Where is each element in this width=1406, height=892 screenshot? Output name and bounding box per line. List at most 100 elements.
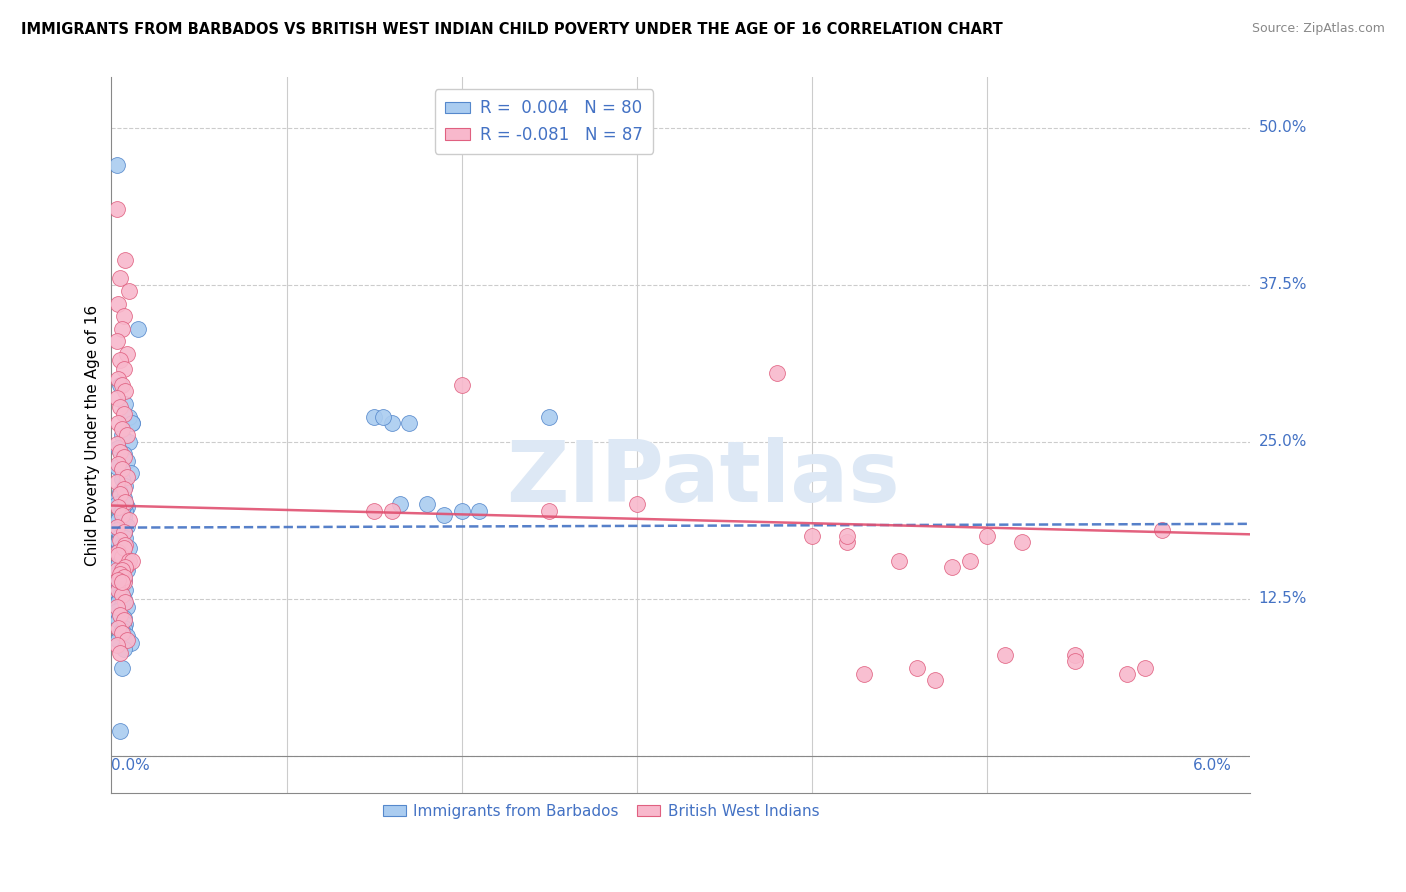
Point — [433, 508, 456, 522]
Point — [114, 595, 136, 609]
Text: 6.0%: 6.0% — [1194, 758, 1232, 773]
Point — [114, 478, 136, 492]
Text: 25.0%: 25.0% — [1258, 434, 1308, 450]
Point — [108, 723, 131, 738]
Point — [924, 673, 946, 688]
Point — [115, 633, 138, 648]
Point — [111, 472, 134, 486]
Point — [107, 512, 129, 526]
Point — [127, 321, 149, 335]
Point — [115, 470, 138, 484]
Point — [371, 409, 394, 424]
Point — [107, 573, 129, 587]
Point — [108, 506, 131, 520]
Point — [114, 397, 136, 411]
Point — [108, 487, 131, 501]
Point — [118, 434, 141, 449]
Point — [111, 508, 134, 522]
Point — [112, 491, 135, 506]
Point — [800, 529, 823, 543]
Point — [112, 450, 135, 464]
Point — [112, 525, 135, 540]
Point — [105, 475, 128, 489]
Point — [107, 372, 129, 386]
Point — [889, 554, 911, 568]
Point — [1116, 667, 1139, 681]
Point — [108, 484, 131, 499]
Point — [468, 504, 491, 518]
Point — [389, 498, 412, 512]
Point — [108, 444, 131, 458]
Point — [1133, 661, 1156, 675]
Point — [1152, 523, 1174, 537]
Point — [114, 560, 136, 574]
Point — [105, 202, 128, 217]
Point — [112, 483, 135, 497]
Point — [381, 416, 404, 430]
Point — [112, 621, 135, 635]
Text: 50.0%: 50.0% — [1258, 120, 1308, 136]
Point — [114, 498, 136, 512]
Point — [112, 407, 135, 421]
Point — [108, 400, 131, 414]
Point — [107, 535, 129, 549]
Point — [115, 563, 138, 577]
Point — [118, 554, 141, 568]
Point — [111, 588, 134, 602]
Point — [118, 284, 141, 298]
Point — [114, 504, 136, 518]
Text: 12.5%: 12.5% — [1258, 591, 1308, 607]
Point — [108, 625, 131, 640]
Point — [415, 498, 437, 512]
Point — [107, 500, 129, 514]
Point — [107, 582, 129, 597]
Point — [111, 516, 134, 531]
Point — [105, 158, 128, 172]
Point — [118, 409, 141, 424]
Point — [115, 629, 138, 643]
Point — [118, 541, 141, 556]
Point — [111, 598, 134, 612]
Point — [105, 638, 128, 652]
Point — [112, 548, 135, 562]
Point — [363, 504, 385, 518]
Point — [115, 347, 138, 361]
Point — [115, 600, 138, 615]
Point — [105, 545, 128, 559]
Point — [112, 610, 135, 624]
Point — [107, 613, 129, 627]
Point — [107, 491, 129, 506]
Point — [114, 252, 136, 267]
Point — [107, 633, 129, 648]
Point — [905, 661, 928, 675]
Point — [107, 457, 129, 471]
Point — [381, 504, 404, 518]
Point — [112, 309, 135, 323]
Point — [835, 535, 858, 549]
Point — [112, 641, 135, 656]
Point — [114, 538, 136, 552]
Point — [105, 334, 128, 349]
Point — [450, 504, 472, 518]
Point — [107, 575, 129, 590]
Point — [111, 462, 134, 476]
Point — [1011, 535, 1033, 549]
Point — [112, 447, 135, 461]
Point — [538, 504, 561, 518]
Point — [115, 518, 138, 533]
Point — [993, 648, 1015, 663]
Point — [105, 459, 128, 474]
Point — [111, 504, 134, 518]
Point — [111, 321, 134, 335]
Point — [111, 428, 134, 442]
Text: 37.5%: 37.5% — [1258, 277, 1308, 293]
Point — [111, 661, 134, 675]
Point — [112, 510, 135, 524]
Point — [107, 545, 129, 559]
Point — [853, 667, 876, 681]
Point — [120, 466, 142, 480]
Text: 0.0%: 0.0% — [111, 758, 150, 773]
Point — [105, 437, 128, 451]
Point — [107, 416, 129, 430]
Point — [120, 635, 142, 649]
